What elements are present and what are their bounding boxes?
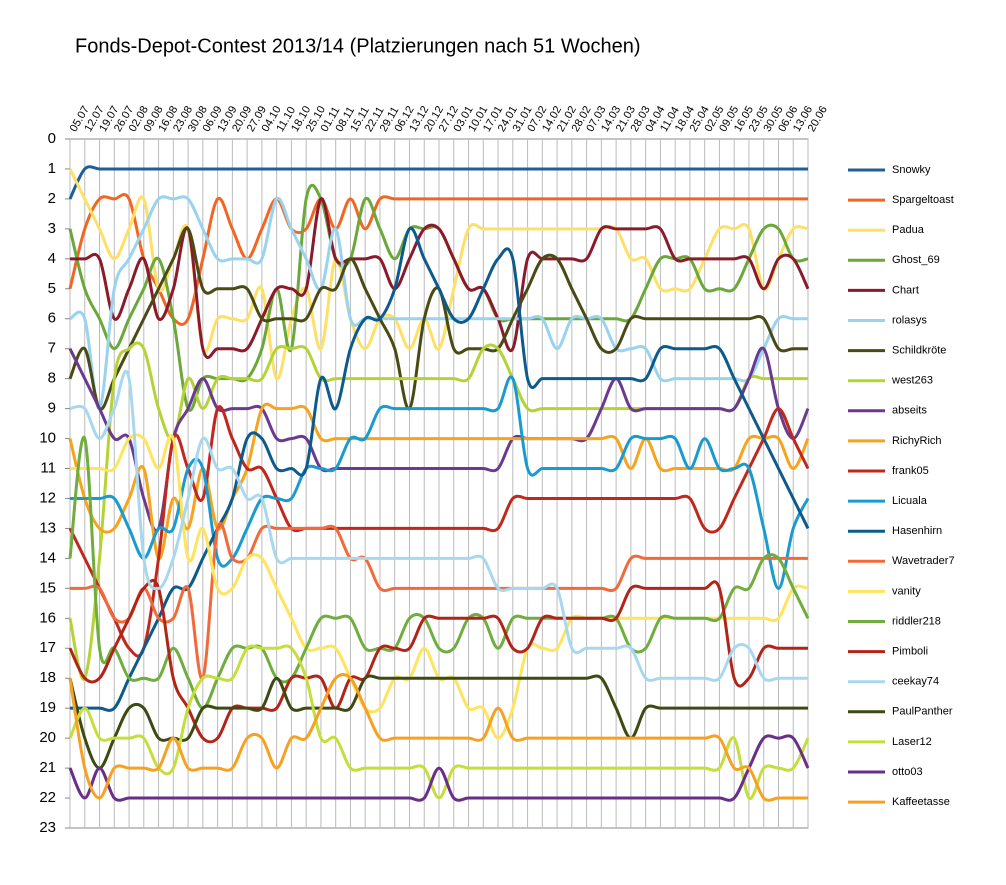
legend-label: Laser12 (892, 736, 932, 748)
legend-label: RichyRich (892, 435, 942, 447)
series-line (68, 674, 808, 770)
legend-label: frank05 (892, 465, 929, 477)
legend-label: Snowky (892, 164, 931, 176)
series-line (70, 226, 810, 712)
legend-label: Ghost_69 (892, 254, 940, 266)
legend-label: west263 (891, 375, 933, 387)
legend-label: otto03 (892, 766, 923, 778)
legend-label: vanity (892, 585, 921, 597)
y-tick-label: 11 (40, 459, 56, 476)
y-tick-label: 10 (39, 430, 56, 447)
series-line (68, 183, 809, 412)
y-tick-label: 0 (48, 130, 56, 147)
y-tick-label: 6 (48, 310, 56, 327)
y-tick-label: 20 (39, 729, 56, 746)
legend-label: Spargeltoast (892, 194, 954, 206)
series-line (68, 193, 808, 326)
series-line (68, 165, 808, 200)
chart-title: Fonds-Depot-Contest 2013/14 (Platzierung… (75, 35, 641, 57)
series-line (68, 346, 810, 533)
legend-label: Padua (892, 224, 925, 236)
series-line (68, 578, 808, 744)
legend-label: PaulPanther (892, 706, 953, 718)
y-tick-label: 21 (39, 759, 56, 776)
y-tick-label: 22 (39, 789, 56, 806)
y-tick-label: 15 (39, 579, 56, 596)
legend-label: rolasys (892, 314, 927, 326)
series-line (68, 402, 810, 560)
y-tick-label: 14 (39, 549, 56, 566)
series-line (70, 375, 810, 590)
legend-label: Pimboli (892, 646, 928, 658)
y-tick-label: 23 (39, 819, 56, 836)
series-line (69, 369, 808, 682)
legend-label: Kaffeetasse (892, 796, 950, 808)
y-tick-label: 19 (39, 699, 56, 716)
series-line (68, 734, 810, 802)
y-tick-label: 7 (48, 340, 56, 357)
y-tick-label: 12 (39, 489, 56, 506)
y-tick-label: 2 (48, 190, 56, 207)
series-line (68, 644, 810, 800)
legend-label: Schildkröte (892, 345, 946, 357)
y-tick-label: 17 (39, 639, 56, 656)
y-tick-label: 1 (48, 160, 56, 177)
series-line (68, 672, 808, 802)
y-tick-label: 16 (39, 609, 56, 626)
legend-label: ceekay74 (892, 676, 939, 688)
y-tick-label: 5 (48, 280, 56, 297)
legend-label: Chart (892, 284, 919, 296)
y-tick-label: 13 (39, 519, 56, 536)
y-tick-label: 9 (48, 400, 56, 417)
series-line (69, 195, 808, 411)
legend-label: Hasenhirn (892, 525, 942, 537)
y-tick-label: 4 (48, 250, 56, 267)
legend-label: Wavetrader7 (892, 555, 955, 567)
y-tick-label: 8 (48, 370, 56, 387)
legend-label: riddler218 (892, 615, 941, 627)
legend-label: abseits (892, 405, 927, 417)
y-tick-label: 3 (48, 220, 56, 237)
series-line (68, 435, 810, 710)
legend-label: Licuala (892, 495, 928, 507)
series-line (70, 522, 808, 681)
y-tick-label: 18 (39, 669, 56, 686)
